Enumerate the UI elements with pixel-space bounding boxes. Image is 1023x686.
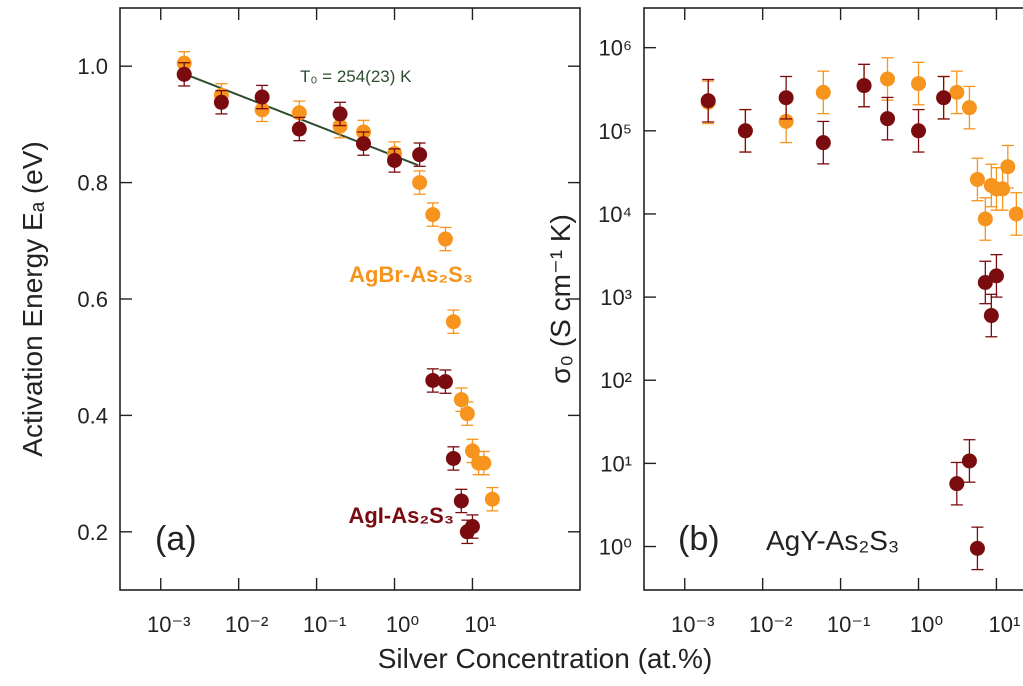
y-tick-label: 10⁵ xyxy=(598,119,632,144)
point xyxy=(453,493,469,509)
x-tick-label: 10⁻¹ xyxy=(303,612,346,637)
point xyxy=(988,268,1004,284)
panel: 10⁻³ 10⁻² 10⁻¹ 10⁰ 10¹ 10⁰ 10¹ 10² 10³ 10⁴ 10⁵ 10⁶ σ… xyxy=(545,7,1023,637)
point xyxy=(977,211,993,227)
point xyxy=(445,450,461,466)
y-tick-label: 10⁴ xyxy=(598,202,632,227)
x-tick-label: 10¹ xyxy=(989,612,1021,637)
x-tick-label: 10⁻¹ xyxy=(827,612,870,637)
point xyxy=(737,123,753,139)
point xyxy=(969,540,985,556)
point xyxy=(412,147,428,163)
point xyxy=(880,111,896,127)
point xyxy=(911,123,927,139)
annotation: (b) xyxy=(678,520,720,558)
point xyxy=(815,135,831,151)
panel: 10⁻³ 10⁻² 10⁻¹ 10⁰ 10¹ 0.2 0.4 0.6 0.8 1.0 Activat… xyxy=(17,7,581,637)
annotation: AgY-As₂S₃ xyxy=(766,525,899,556)
annotation: (a) xyxy=(155,520,197,558)
point xyxy=(1008,206,1023,222)
point xyxy=(332,106,348,122)
point xyxy=(387,152,403,168)
y-tick-label: 0.2 xyxy=(77,520,108,545)
data-area xyxy=(700,57,1023,571)
x-axis-title: Silver Concentration (at.%) xyxy=(378,643,713,674)
point xyxy=(815,84,831,100)
y-tick-label: 10⁶ xyxy=(598,36,632,61)
point xyxy=(1000,159,1016,175)
point xyxy=(995,181,1011,197)
y-tick-label: 10¹ xyxy=(600,451,632,476)
point xyxy=(254,102,270,118)
point xyxy=(700,93,716,109)
point xyxy=(484,491,500,507)
point xyxy=(961,100,977,116)
point xyxy=(291,105,307,121)
point xyxy=(254,89,270,105)
data-area xyxy=(176,51,500,545)
point xyxy=(356,136,372,152)
point xyxy=(425,207,441,223)
point xyxy=(936,90,952,106)
point xyxy=(445,314,461,330)
x-tick-label: 10⁰ xyxy=(386,612,419,637)
y-tick-label: 10⁰ xyxy=(599,535,632,560)
point xyxy=(977,274,993,290)
point xyxy=(949,476,965,492)
point xyxy=(425,372,441,388)
point xyxy=(778,113,794,129)
point xyxy=(880,71,896,87)
y-tick-label: 0.8 xyxy=(77,171,108,196)
series-label: AgBr-As₂S₃ xyxy=(349,262,473,287)
point xyxy=(969,171,985,187)
point xyxy=(911,76,927,92)
point xyxy=(949,84,965,100)
point xyxy=(453,392,469,408)
point xyxy=(176,66,192,82)
y-tick-label: 0.6 xyxy=(77,287,108,312)
point xyxy=(459,406,475,422)
point xyxy=(983,308,999,324)
y-tick-label: 10² xyxy=(600,368,632,393)
point xyxy=(437,374,453,390)
x-tick-label: 10⁻³ xyxy=(147,612,190,637)
y-tick-label: 1.0 xyxy=(77,54,108,79)
x-tick-label: 10¹ xyxy=(465,612,497,637)
series-label: AgI-As₂S₃ xyxy=(348,503,454,528)
point xyxy=(291,121,307,137)
x-tick-label: 10⁻² xyxy=(225,612,268,637)
point xyxy=(213,94,229,110)
x-tick-label: 10⁻³ xyxy=(671,612,714,637)
y-axis-title: σ₀ (S cm⁻¹ K) xyxy=(545,214,576,384)
point xyxy=(464,443,480,459)
y-axis-title: Activation Energy Eₐ (eV) xyxy=(17,141,48,456)
point xyxy=(856,78,872,94)
point xyxy=(437,231,453,247)
x-tick-label: 10⁰ xyxy=(910,612,943,637)
point xyxy=(778,90,794,106)
annotation: T₀ = 254(23) K xyxy=(300,67,412,86)
y-tick-label: 0.4 xyxy=(77,403,108,428)
y-tick-label: 10³ xyxy=(600,285,632,310)
axes-frame xyxy=(643,7,1023,591)
point xyxy=(961,453,977,469)
point xyxy=(412,175,428,191)
x-tick-label: 10⁻² xyxy=(749,612,792,637)
point xyxy=(476,455,492,471)
point xyxy=(464,519,480,535)
